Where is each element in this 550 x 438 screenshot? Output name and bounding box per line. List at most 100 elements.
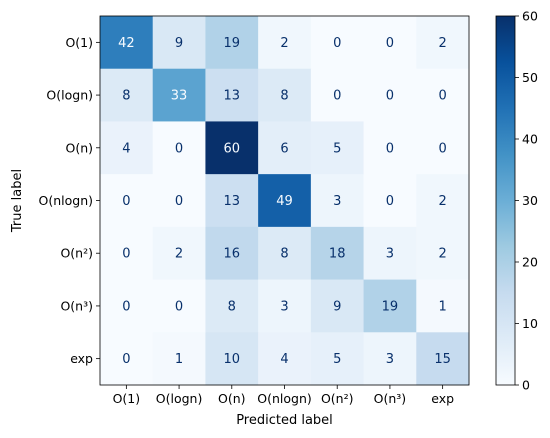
heatmap-cell [416, 279, 470, 333]
heatmap-cell [100, 68, 154, 122]
cell-value-labels: 42 9 19 2 0 0 28 33 13 8 0 0 04 0 60 6 5 0 00 0 13 49 3 0 20 2 16 8… [118, 36, 451, 367]
cell-value-label: 9 [333, 299, 341, 314]
y-tick-label: O(logn) [46, 88, 93, 103]
y-tick-label: O(1) [65, 35, 93, 50]
heatmap-cell [363, 226, 417, 280]
y-tick-label: O(n²) [60, 246, 93, 261]
cell-value-label: 8 [280, 247, 288, 262]
x-tick-label: O(nlogn) [257, 391, 312, 406]
heatmap-cell [310, 279, 364, 333]
cell-value-label: 6 [280, 141, 288, 156]
y-tick-label: O(nlogn) [39, 193, 94, 208]
cell-value-label: 8 [280, 89, 288, 104]
heatmap-cell [152, 68, 206, 122]
cell-value-label: 4 [280, 352, 288, 367]
heatmap-cell [100, 332, 154, 386]
colorbar-ticks: 0 10 20 30 40 50 60 [515, 9, 538, 393]
cell-value-label: 0 [438, 141, 446, 156]
heatmap-cell [152, 279, 206, 333]
cell-value-label: 0 [386, 89, 394, 104]
x-axis-label: Predicted label [236, 413, 333, 428]
heatmap-cell [205, 121, 259, 175]
cell-value-label: 10 [224, 352, 241, 367]
colorbar-tick-label: 10 [522, 316, 538, 331]
cell-value-label: 2 [280, 36, 288, 51]
cell-value-label: 0 [333, 89, 341, 104]
cell-value-label: 3 [386, 247, 394, 262]
heatmap-cell [310, 174, 364, 228]
heatmap-cell [363, 68, 417, 122]
heatmap-cell [258, 226, 312, 280]
y-axis-ticks: O(1) O(logn) O(n) O(nlogn) O(n²) O(n³) exp [39, 35, 100, 366]
heatmap-cell [258, 174, 312, 228]
y-tick-label: O(n) [65, 140, 93, 155]
heatmap-cell [152, 174, 206, 228]
cell-value-label: 8 [122, 89, 130, 104]
heatmap-cell [100, 226, 154, 280]
heatmap-cell [310, 332, 364, 386]
heatmap-cell [363, 121, 417, 175]
colorbar-tick-label: 20 [522, 255, 538, 270]
heatmap-cell [363, 332, 417, 386]
heatmap-cell [416, 332, 470, 386]
heatmap-cell [416, 174, 470, 228]
cell-value-label: 3 [333, 194, 341, 209]
cell-value-label: 13 [224, 194, 241, 209]
cell-value-label: 3 [280, 299, 288, 314]
heatmap-cell [100, 279, 154, 333]
heatmap-cell [258, 332, 312, 386]
cell-value-label: 42 [118, 36, 135, 51]
cell-value-label: 18 [329, 247, 346, 262]
heatmap-cell [258, 121, 312, 175]
heatmap-cell [258, 68, 312, 122]
cell-value-label: 13 [224, 89, 241, 104]
cell-value-label: 0 [122, 194, 130, 209]
cell-value-label: 1 [175, 352, 183, 367]
y-tick-label: exp [70, 351, 93, 366]
x-tick-label: O(n²) [321, 391, 354, 406]
colorbar-tick-label: 40 [522, 132, 538, 147]
cell-value-label: 0 [386, 194, 394, 209]
cell-value-label: 5 [333, 141, 341, 156]
cell-value-label: 0 [386, 36, 394, 51]
colorbar-tick-label: 30 [522, 193, 538, 208]
x-tick-label: O(1) [113, 391, 141, 406]
cell-value-label: 49 [276, 194, 293, 209]
heatmap-cell [310, 16, 364, 70]
colorbar-tick-label: 50 [522, 70, 538, 85]
cell-value-label: 0 [122, 299, 130, 314]
heatmap-cell [416, 121, 470, 175]
colorbar-tick-label: 0 [522, 378, 530, 393]
heatmap-cell [100, 121, 154, 175]
heatmap-cell [363, 279, 417, 333]
heatmap-cell [205, 174, 259, 228]
cell-value-label: 19 [382, 299, 399, 314]
cell-value-label: 0 [122, 247, 130, 262]
colorbar-tick-label: 60 [522, 9, 538, 24]
cell-value-label: 1 [438, 299, 446, 314]
heatmap-cell [100, 174, 154, 228]
cell-value-label: 0 [175, 141, 183, 156]
cell-value-label: 0 [333, 36, 341, 51]
heatmap-cell [416, 16, 470, 70]
cell-value-label: 3 [386, 352, 394, 367]
heatmap-cell [258, 16, 312, 70]
x-tick-label: O(n) [218, 391, 246, 406]
cell-value-label: 60 [224, 141, 241, 156]
cell-value-label: 4 [122, 141, 130, 156]
cell-value-label: 8 [228, 299, 236, 314]
cell-value-label: 2 [438, 247, 446, 262]
heatmap-cell [100, 16, 154, 70]
cell-value-label: 33 [171, 89, 188, 104]
heatmap-cell [310, 226, 364, 280]
cell-value-label: 2 [438, 36, 446, 51]
x-axis-ticks: O(1) O(logn) O(n) O(nlogn) O(n²) O(n³) exp [113, 385, 454, 406]
colorbar [495, 15, 516, 386]
cell-value-label: 5 [333, 352, 341, 367]
y-tick-label: O(n³) [60, 298, 93, 313]
heatmap-cell [310, 121, 364, 175]
heatmap-cell [363, 16, 417, 70]
cell-value-label: 0 [386, 141, 394, 156]
